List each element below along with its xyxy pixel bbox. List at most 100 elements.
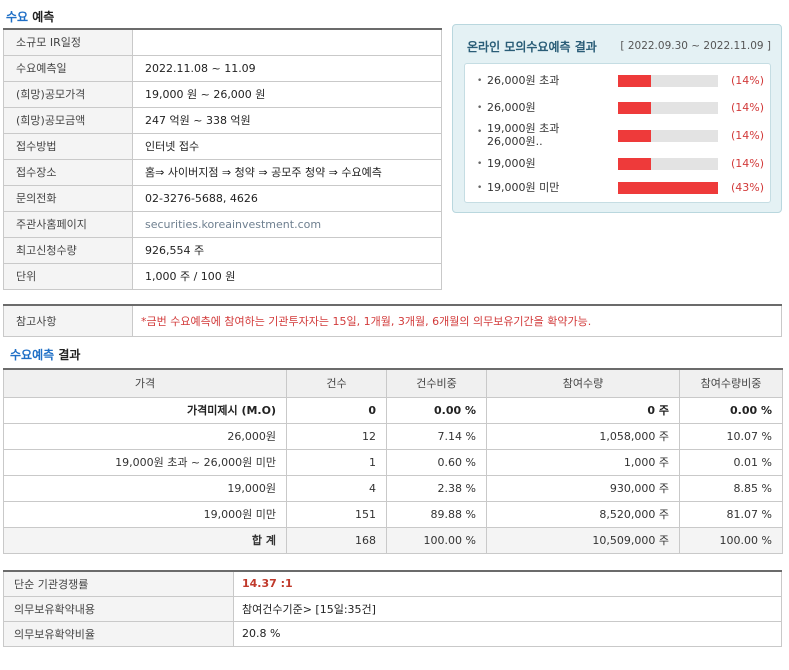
online-item-bar-track <box>618 182 718 194</box>
cell-count-ratio: 2.38 % <box>386 474 487 502</box>
online-item: • 26,000원 초과 (14%) <box>465 71 770 91</box>
online-item-pct: (14%) <box>731 129 765 142</box>
result-table: 가격 건수 건수비중 참여수량 참여수량비중 가격미제시 (M.O) 0 0.0… <box>3 368 783 554</box>
info-label: 문의전화 <box>3 184 133 212</box>
cell-count: 0 <box>286 396 387 424</box>
online-item: • 19,000원 미만 (43%) <box>465 178 770 198</box>
info-row-unit: 단위 1,000 주 / 100 원 <box>3 262 442 290</box>
online-item-label: 19,000원 초과 26,000원.. <box>487 122 560 148</box>
cell-count-ratio: 0.00 % <box>386 396 487 424</box>
column-header: 가격 <box>3 368 287 398</box>
note-table: 참고사항 *금번 수요예측에 참여하는 기관투자자는 15일, 1개월, 3개월… <box>3 304 782 337</box>
info-label: (희망)공모가격 <box>3 80 133 108</box>
column-header: 건수비중 <box>386 368 487 398</box>
online-item: • 26,000원 (14%) <box>465 98 770 118</box>
info-label: (희망)공모금액 <box>3 106 133 134</box>
info-row-max: 최고신청수량 926,554 주 <box>3 236 442 264</box>
cell-quantity-ratio: 0.01 % <box>679 448 783 476</box>
table-row: 19,000원 미만 151 89.88 % 8,520,000 주 81.07… <box>3 500 783 528</box>
online-item-bar-track <box>618 102 718 114</box>
online-item-label: 26,000원 초과 <box>487 74 560 87</box>
info-row-place: 접수장소 홈⇒ 사이버지점 ⇒ 청약 ⇒ 공모주 청약 ⇒ 수요예측 <box>3 158 442 186</box>
online-item-label: 26,000원 <box>487 101 536 114</box>
summary-row-lockup-ratio: 의무보유확약비율 20.8 % <box>3 620 782 647</box>
info-label: 단위 <box>3 262 133 290</box>
cell-count-ratio: 0.60 % <box>386 448 487 476</box>
table-row: 26,000원 12 7.14 % 1,058,000 주 10.07 % <box>3 422 783 450</box>
cell-count: 151 <box>286 500 387 528</box>
lockup-detail: 참여건수기준> [15일:35건] <box>233 595 782 622</box>
summary-row-competition: 단순 기관경쟁률 14.37 :1 <box>3 570 782 597</box>
cell-quantity: 0 주 <box>486 396 680 424</box>
online-item-bar-track <box>618 158 718 170</box>
online-mock-forecast-panel: 온라인 모의수요예측 결과 [ 2022.09.30 ~ 2022.11.09 … <box>452 24 782 213</box>
cell-quantity-ratio: 0.00 % <box>679 396 783 424</box>
competition-rate: 14.37 :1 <box>233 570 782 597</box>
cell-count-ratio: 89.88 % <box>386 500 487 528</box>
bullet-icon: • <box>477 183 483 193</box>
cell-count: 4 <box>286 474 387 502</box>
info-label: 소규모 IR일정 <box>3 28 133 56</box>
online-item-bar <box>618 182 718 194</box>
cell-quantity: 10,509,000 주 <box>486 526 680 554</box>
note-text: *금번 수요예측에 참여하는 기관투자자는 15일, 1개월, 3개월, 6개월… <box>132 304 782 337</box>
info-row-method: 접수방법 인터넷 접수 <box>3 132 442 160</box>
column-header: 참여수량비중 <box>679 368 783 398</box>
info-value: 2022.11.08 ~ 11.09 <box>132 54 442 82</box>
bullet-icon: • <box>477 127 483 137</box>
cell-count-ratio: 100.00 % <box>386 526 487 554</box>
forecast-title: 수요 예측 <box>6 10 55 24</box>
info-value: 19,000 원 ~ 26,000 원 <box>132 80 442 108</box>
column-header: 건수 <box>286 368 387 398</box>
cell-count: 1 <box>286 448 387 476</box>
online-panel-title: 온라인 모의수요예측 결과 <box>467 40 597 54</box>
note-label: 참고사항 <box>3 304 133 337</box>
cell-price: 26,000원 <box>3 422 287 450</box>
cell-quantity: 8,520,000 주 <box>486 500 680 528</box>
summary-row-lockup-detail: 의무보유확약내용 참여건수기준> [15일:35건] <box>3 595 782 622</box>
online-item-bar <box>618 75 651 87</box>
cell-count-ratio: 7.14 % <box>386 422 487 450</box>
summary-table: 단순 기관경쟁률 14.37 :1 의무보유확약내용 참여건수기준> [15일:… <box>3 570 782 647</box>
info-label: 접수방법 <box>3 132 133 160</box>
online-item: • 19,000원 초과 26,000원.. (14%) <box>465 122 770 150</box>
cell-count: 168 <box>286 526 387 554</box>
info-label: 접수장소 <box>3 158 133 186</box>
cell-quantity: 1,058,000 주 <box>486 422 680 450</box>
summary-label: 단순 기관경쟁률 <box>3 570 234 597</box>
table-row: 19,000원 4 2.38 % 930,000 주 8.85 % <box>3 474 783 502</box>
cell-price: 19,000원 미만 <box>3 500 287 528</box>
info-value <box>132 28 442 56</box>
table-row: 19,000원 초과 ~ 26,000원 미만 1 0.60 % 1,000 주… <box>3 448 783 476</box>
cell-quantity-ratio: 81.07 % <box>679 500 783 528</box>
online-item-pct: (14%) <box>731 74 765 87</box>
column-header: 참여수량 <box>486 368 680 398</box>
table-row: 가격미제시 (M.O) 0 0.00 % 0 주 0.00 % <box>3 396 783 424</box>
cell-quantity-ratio: 8.85 % <box>679 474 783 502</box>
cell-quantity-ratio: 100.00 % <box>679 526 783 554</box>
cell-price: 19,000원 <box>3 474 287 502</box>
info-row-ir: 소규모 IR일정 <box>3 28 442 56</box>
cell-price: 가격미제시 (M.O) <box>3 396 287 424</box>
info-value: 1,000 주 / 100 원 <box>132 262 442 290</box>
info-value: 홈⇒ 사이버지점 ⇒ 청약 ⇒ 공모주 청약 ⇒ 수요예측 <box>132 158 442 186</box>
info-label: 최고신청수량 <box>3 236 133 264</box>
cell-quantity: 1,000 주 <box>486 448 680 476</box>
online-item-bar <box>618 102 651 114</box>
online-item-bar-track <box>618 130 718 142</box>
info-row-price: (희망)공모가격 19,000 원 ~ 26,000 원 <box>3 80 442 108</box>
online-item-label: 19,000원 미만 <box>487 181 560 194</box>
info-row-phone: 문의전화 02-3276-5688, 4626 <box>3 184 442 212</box>
table-total-row: 합 계 168 100.00 % 10,509,000 주 100.00 % <box>3 526 783 554</box>
cell-count: 12 <box>286 422 387 450</box>
online-item-pct: (43%) <box>731 181 765 194</box>
online-item-label: 19,000원 <box>487 157 536 170</box>
info-label: 수요예측일 <box>3 54 133 82</box>
info-value: 인터넷 접수 <box>132 132 442 160</box>
info-row-amount: (희망)공모금액 247 억원 ~ 338 억원 <box>3 106 442 134</box>
summary-label: 의무보유확약비율 <box>3 620 234 647</box>
result-title: 수요예측 결과 <box>10 348 81 362</box>
forecast-info-table: 소규모 IR일정 수요예측일 2022.11.08 ~ 11.09 (희망)공모가… <box>3 28 442 290</box>
homepage-link[interactable]: securities.koreainvestment.com <box>132 210 442 238</box>
online-item-bar <box>618 158 651 170</box>
